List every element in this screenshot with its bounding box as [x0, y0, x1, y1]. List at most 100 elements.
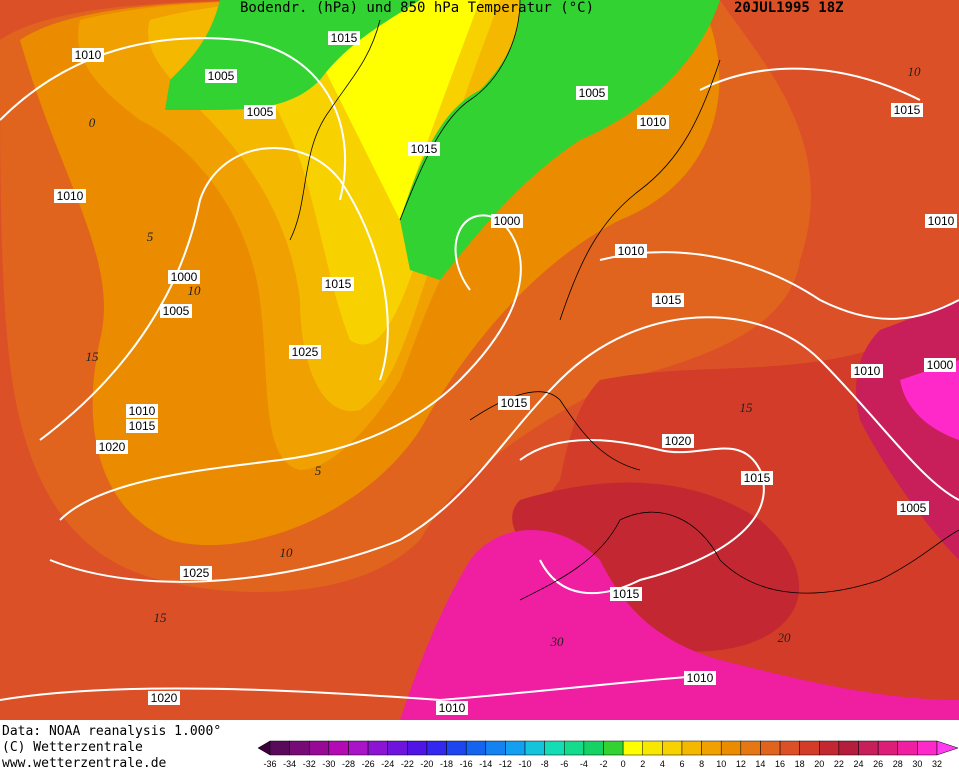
footer-url: www.wetterzentrale.de — [2, 756, 167, 770]
colorbar-tick-label: -22 — [401, 759, 414, 769]
isobar-label: 1010 — [439, 701, 466, 715]
colorbar-tick-label: 14 — [755, 759, 765, 769]
isotherm-label: 0 — [89, 115, 96, 130]
colorbar-tick-label: 24 — [854, 759, 864, 769]
colorbar-tick-label: 10 — [716, 759, 726, 769]
isobar-label-bg — [126, 404, 158, 418]
isobar-label-bg — [126, 419, 158, 433]
isobar-label-bg — [72, 48, 104, 62]
colorbar-tick-label: -10 — [519, 759, 532, 769]
colorbar-swatch — [446, 740, 467, 756]
isobar-label: 1015 — [894, 103, 921, 117]
colorbar-swatch — [387, 740, 408, 756]
isotherm-label: 10 — [908, 64, 922, 79]
isobar-label: 1025 — [183, 566, 210, 580]
colorbar-tick-label: -30 — [322, 759, 335, 769]
isobar-label: 1005 — [900, 501, 927, 515]
isobar-label: 1015 — [411, 142, 438, 156]
isobar-label-bg — [168, 270, 200, 284]
isotherm-label: 20 — [778, 630, 792, 645]
isobar-label: 1015 — [501, 396, 528, 410]
isobar-label: 1010 — [928, 214, 955, 228]
isotherm-label: 30 — [550, 634, 565, 649]
colorbar-swatch — [465, 740, 487, 756]
footer-copyright: (C) Wetterzentrale — [2, 740, 143, 755]
colorbar-tick-label: 32 — [932, 759, 942, 769]
colorbar-swatch — [622, 740, 643, 756]
colorbar-tick-label: 16 — [775, 759, 785, 769]
isobar-label: 1015 — [331, 31, 358, 45]
isobar-label-bg — [54, 189, 86, 203]
isobar-label-bg — [148, 691, 180, 705]
isobar-label-bg — [160, 304, 192, 318]
colorbar-tick-label: -24 — [381, 759, 394, 769]
colorbar-swatch — [367, 740, 388, 756]
colorbar-swatch — [289, 740, 310, 756]
coastlines — [289, 0, 959, 601]
isobar-label-bg — [322, 277, 354, 291]
colorbar-swatch — [877, 740, 899, 756]
colorbar-tick-label: -16 — [460, 759, 473, 769]
isobar-label-bg — [891, 103, 923, 117]
isotherm-label: 15 — [86, 349, 100, 364]
colorbar-swatch — [505, 740, 526, 756]
isobar-label-bg — [925, 214, 957, 228]
colorbar-tick-label: -36 — [263, 759, 276, 769]
colorbar-tick-label: -34 — [283, 759, 296, 769]
map-title: Bodendr. (hPa) und 850 hPa Temperatur (°… — [240, 0, 594, 16]
isobar-label-bg — [244, 105, 276, 119]
isobar-label: 1010 — [618, 244, 645, 258]
colorbar-swatch — [779, 740, 800, 756]
colorbar-tick-label: -12 — [499, 759, 512, 769]
isobar-label: 1005 — [247, 105, 274, 119]
colorbar-swatch — [662, 740, 683, 756]
colorbar-swatch — [407, 740, 428, 756]
colorbar-swatch — [681, 740, 702, 756]
colorbar-tick-label: -6 — [560, 759, 568, 769]
colorbar-tick-label: -28 — [342, 759, 355, 769]
isobar-label-bg — [408, 142, 440, 156]
isotherm-label: 15 — [740, 400, 754, 415]
isobar-label: 1010 — [687, 671, 714, 685]
colorbar-tick-label: -26 — [362, 759, 375, 769]
isobar-label: 1020 — [99, 440, 126, 454]
isobar-label: 1000 — [494, 214, 521, 228]
colorbar-swatch — [799, 740, 820, 756]
isobar-label-bg — [897, 501, 929, 515]
colorbar-tick-label: -4 — [580, 759, 588, 769]
colorbar-tick-label: 8 — [699, 759, 704, 769]
map-labels: 1010100510051015100510101015101510101000… — [54, 31, 957, 715]
isobar-label: 1000 — [171, 270, 198, 284]
isobar-label: 1010 — [640, 115, 667, 129]
isobar-label: 1000 — [927, 358, 954, 372]
colorbar-tick-label: 18 — [795, 759, 805, 769]
isobar-label: 1005 — [208, 69, 235, 83]
isobar-label-bg — [96, 440, 128, 454]
footer-source: Data: NOAA reanalysis 1.000° — [2, 724, 221, 739]
colorbar-tick-label: -32 — [303, 759, 316, 769]
colorbar-tick-label: 0 — [621, 759, 626, 769]
colorbar-high-arrow — [936, 740, 959, 756]
colorbar-tick-label: -14 — [479, 759, 492, 769]
isobar-label: 1015 — [325, 277, 352, 291]
isobar-label: 1015 — [655, 293, 682, 307]
colorbar-tick-label: 4 — [660, 759, 665, 769]
colorbar-tick-label: 12 — [736, 759, 746, 769]
isobar-label-bg — [491, 214, 523, 228]
isobar-label-bg — [662, 434, 694, 448]
isobar-label-bg — [576, 86, 608, 100]
colorbar-swatch — [485, 740, 506, 756]
colorbar-swatch — [838, 740, 859, 756]
colorbar-swatch — [544, 740, 565, 756]
colorbar: -36 -34 -32 -30 -28 -26 -24 -22 -20 -18 -16 -14 -12-… — [257, 740, 959, 769]
colorbar-swatch — [603, 740, 624, 756]
colorbar-swatch — [426, 740, 447, 756]
colorbar-tick-label: 6 — [679, 759, 684, 769]
colorbar-tick-label: -2 — [599, 759, 607, 769]
isobar-label: 1010 — [57, 189, 84, 203]
colorbar-swatch — [897, 740, 918, 756]
isotherm-label: 5 — [315, 463, 322, 478]
colorbar-tick-label: -20 — [420, 759, 433, 769]
isobar-label-bg — [436, 701, 468, 715]
isobar-label: 1025 — [292, 345, 319, 359]
